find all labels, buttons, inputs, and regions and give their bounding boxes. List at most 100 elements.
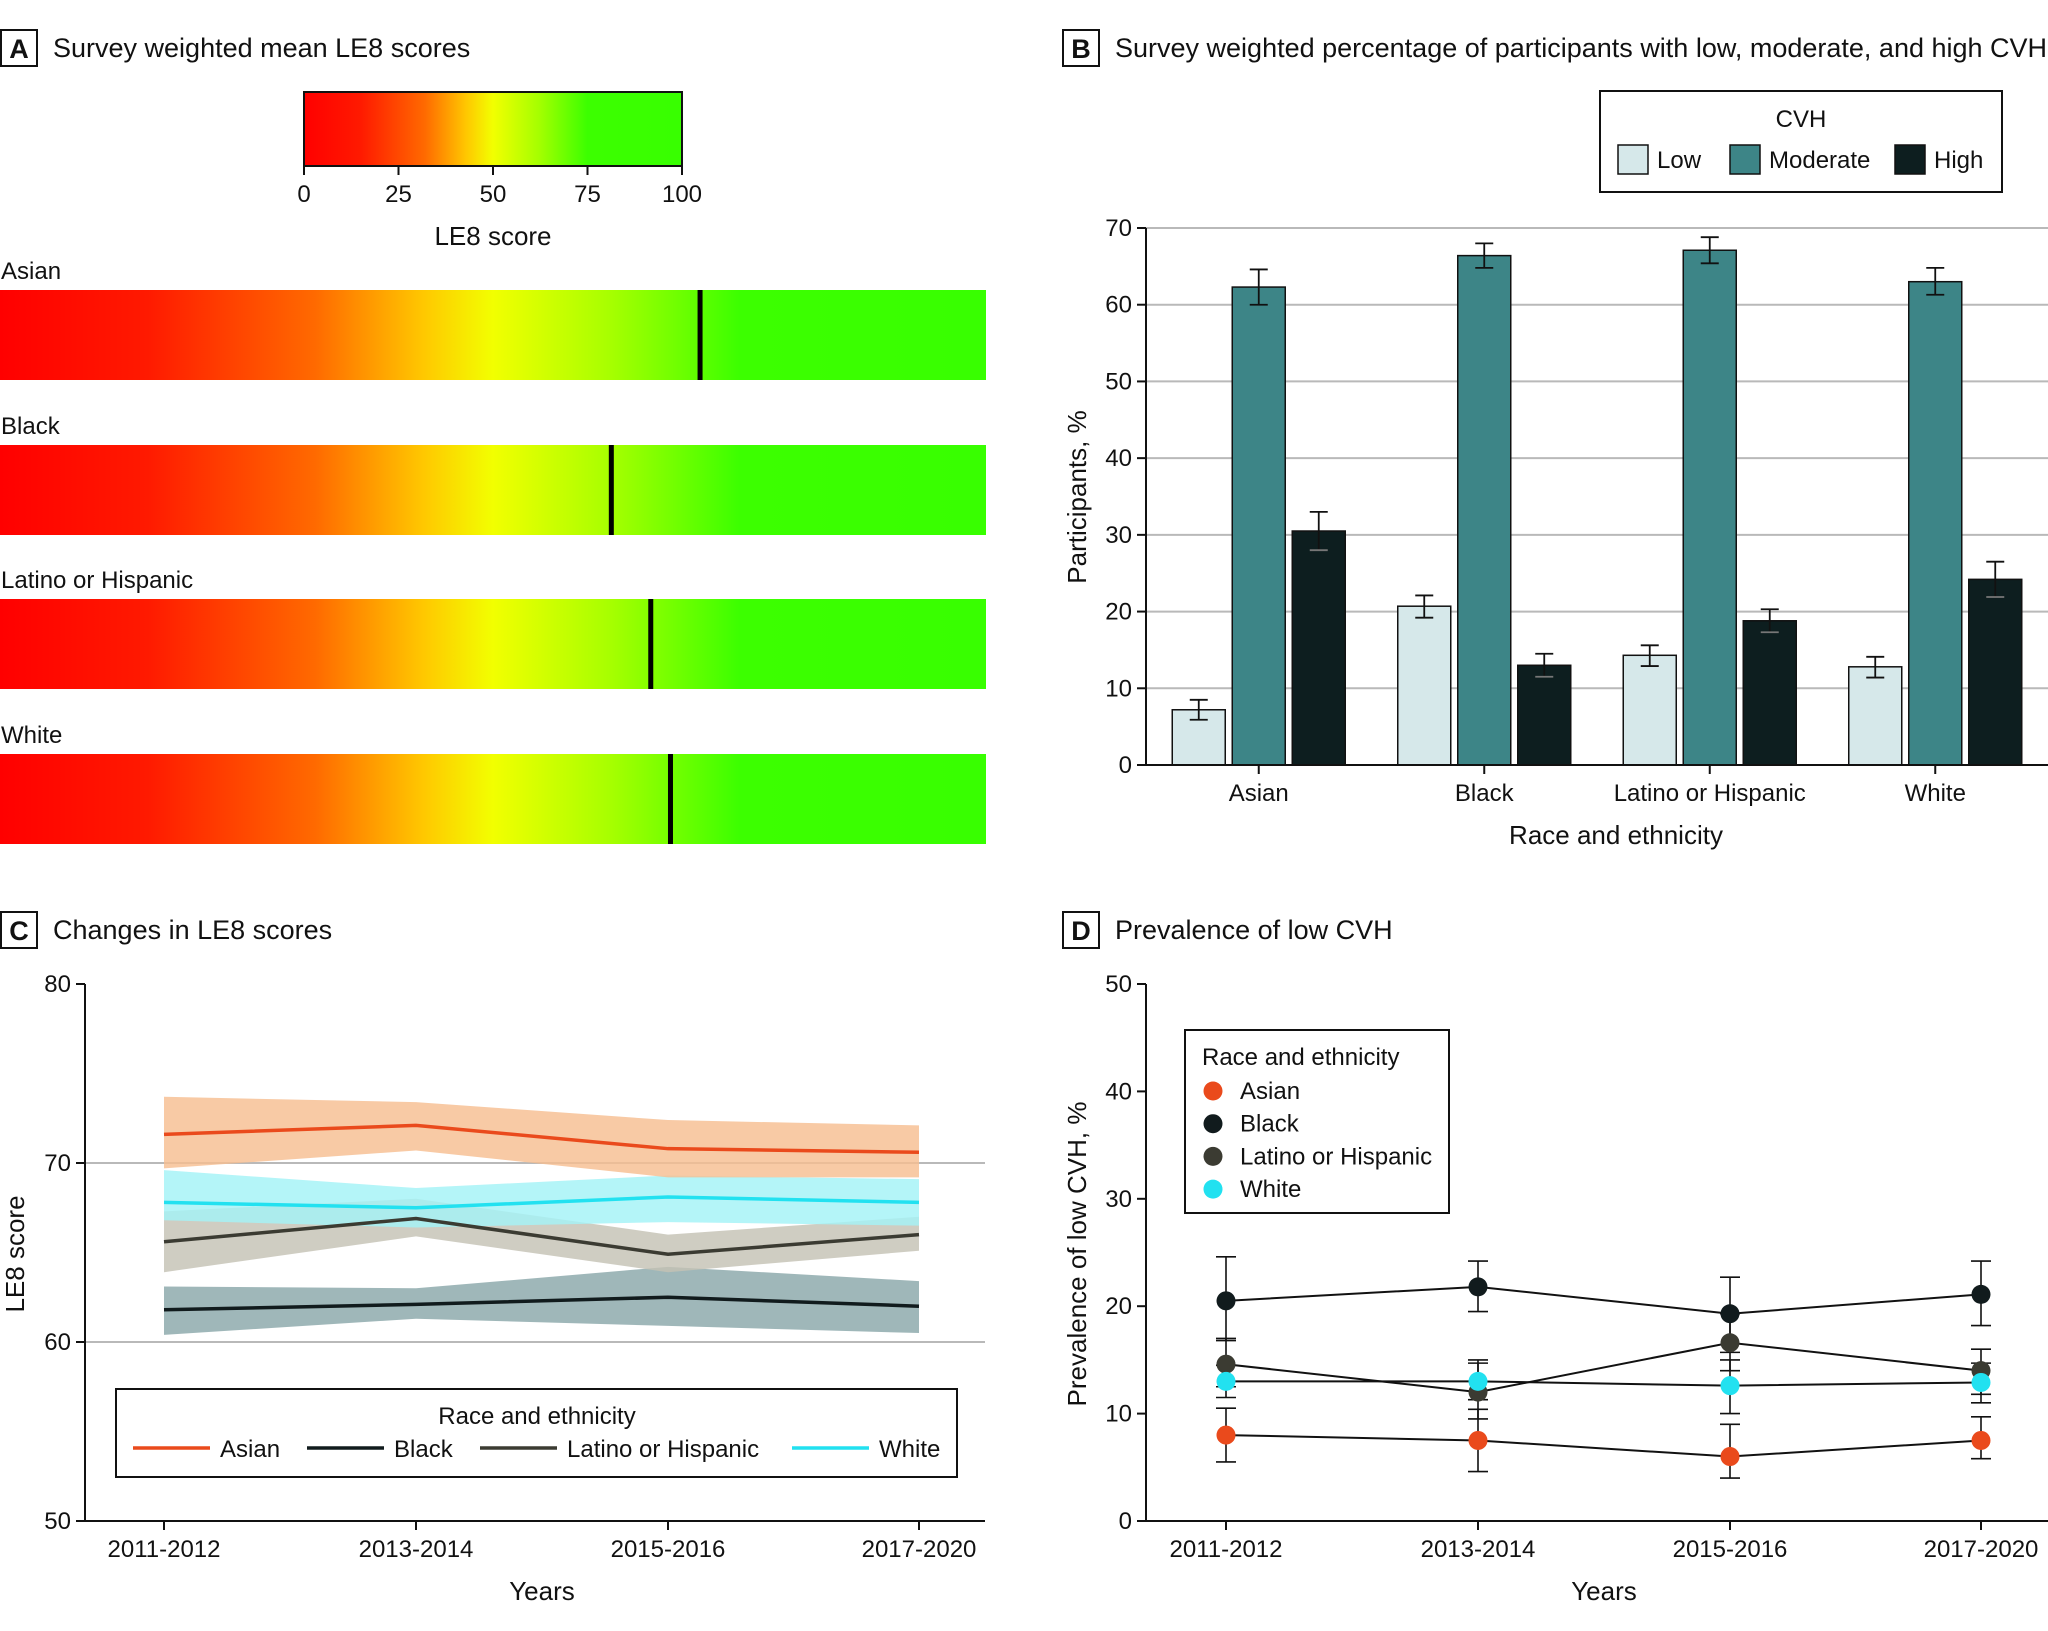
le8-gradient-strip <box>0 445 986 535</box>
scatter-chart-series <box>1216 1255 1991 1479</box>
bar-low-black <box>1397 594 1452 766</box>
scatter-points-asian <box>1216 1425 1991 1467</box>
bar-legend-item-low: Low <box>1617 144 1702 175</box>
le8-row-label: Asian <box>1 258 61 285</box>
scatter-point <box>1971 1284 1991 1304</box>
scatter-xtick-label: 2013-2014 <box>1421 1536 1536 1563</box>
colorbar <box>303 91 683 167</box>
scatter-legend-label: White <box>1240 1176 1301 1203</box>
line-legend-item-black: Black <box>307 1436 454 1463</box>
bar-xtick-label: Asian <box>1229 780 1289 807</box>
scatter-chart-legend: Race and ethnicity Asian Black Latino or H… <box>1184 1029 1450 1214</box>
scatter-ytick-label: 0 <box>1119 1508 1132 1535</box>
panel-d-title: Prevalence of low CVH <box>1115 915 1393 945</box>
bar <box>1682 249 1737 766</box>
bar-ytick-label: 0 <box>1119 752 1132 779</box>
line-legend-item-white: White <box>792 1436 940 1463</box>
scatter-point <box>1720 1304 1740 1324</box>
scatter-legend-item-asian: Asian <box>1203 1078 1300 1105</box>
bar <box>1908 280 1963 766</box>
line-legend-box <box>115 1388 958 1478</box>
line-legend-label: Asian <box>220 1436 280 1463</box>
scatter-points-black <box>1216 1277 1991 1324</box>
scatter-point <box>1468 1277 1488 1297</box>
scatter-point <box>1971 1430 1991 1450</box>
bar-low-white <box>1848 655 1903 766</box>
le8-mean-marker <box>608 445 614 535</box>
bar-low-asian <box>1171 698 1226 766</box>
bar-legend-box <box>1599 90 2003 193</box>
scatter-chart-ylabel: Prevalence of low CVH, % <box>1062 1102 1092 1407</box>
scatter-point <box>1971 1372 1991 1392</box>
le8-row-latino-or-hispanic: Latino or Hispanic <box>0 567 986 689</box>
line-legend-label: Black <box>394 1436 454 1463</box>
scatter-xtick-label: 2015-2016 <box>1673 1536 1788 1563</box>
le8-mean-marker <box>667 754 673 844</box>
line-xtick-label: 2015-2016 <box>611 1536 726 1563</box>
scatter-ytick-label: 20 <box>1105 1293 1132 1320</box>
scatter-legend-marker <box>1203 1081 1223 1101</box>
bar-legend-swatch <box>1729 144 1761 175</box>
line-legend-item-latino-or-hispanic: Latino or Hispanic <box>480 1436 759 1463</box>
scatter-legend-item-latino-or-hispanic: Latino or Hispanic <box>1203 1143 1432 1170</box>
scatter-legend-label: Asian <box>1240 1078 1300 1105</box>
panel-b: B Survey weighted percentage of particip… <box>1062 29 2048 850</box>
bar-moderate-white <box>1908 266 1963 766</box>
le8-mean-marker <box>648 599 654 689</box>
bar-ytick-label: 60 <box>1105 292 1132 319</box>
le8-row-label: White <box>1 722 62 749</box>
panel-c: C Changes in LE8 scores 50 60 70 80 2011-201… <box>0 911 985 1606</box>
panel-d-letter: D <box>1071 916 1091 946</box>
panel-a-title: Survey weighted mean LE8 scores <box>53 33 470 63</box>
scatter-connector-line <box>1225 1434 1982 1458</box>
colorbar-tick-label: 50 <box>480 181 507 208</box>
bar-ytick-label: 40 <box>1105 445 1132 472</box>
bar-ytick-label: 70 <box>1105 215 1132 242</box>
line-ytick-label: 60 <box>44 1329 71 1356</box>
bar-high-latino-or-hispanic <box>1742 608 1797 766</box>
line-chart-xlabel: Years <box>509 1576 575 1606</box>
bar-high-asian <box>1291 510 1346 766</box>
scatter-legend-marker <box>1203 1114 1223 1134</box>
scatter-chart-xlabel: Years <box>1571 1576 1637 1606</box>
panel-b-letter: B <box>1071 34 1091 64</box>
colorbar-tick-label: 0 <box>297 181 310 208</box>
bar-chart-ylabel: Participants, % <box>1062 410 1092 583</box>
panel-a-letter-box <box>0 29 38 67</box>
bar-ytick-label: 10 <box>1105 675 1132 702</box>
line-asian <box>163 1123 920 1155</box>
scatter-series-latino-or-hispanic <box>1216 1312 1991 1420</box>
bar-legend-label: Low <box>1657 147 1702 174</box>
scatter-connector-line <box>1225 1285 1982 1315</box>
bar-legend-label: Moderate <box>1769 147 1870 174</box>
scatter-chart-axes: 0 10 20 30 40 50 2011-2012 2013-2014 2015-2016 20… <box>1105 971 2048 1563</box>
colorbar-tick-label: 100 <box>662 181 702 208</box>
bar <box>1968 578 2023 766</box>
le8-row-asian: Asian <box>0 258 986 380</box>
line-ytick-label: 70 <box>44 1150 71 1177</box>
le8-gradient-strip <box>0 599 986 689</box>
bar-legend-swatch <box>1617 144 1649 175</box>
scatter-point <box>1468 1371 1488 1391</box>
bar-ytick-label: 20 <box>1105 599 1132 626</box>
line-chart-lines <box>163 1123 920 1312</box>
bar <box>1622 654 1677 766</box>
scatter-point <box>1468 1430 1488 1450</box>
scatter-legend-marker <box>1203 1146 1223 1166</box>
bar-legend-items: Low Moderate High <box>1617 144 1983 175</box>
bar <box>1517 664 1572 766</box>
bar-chart-bars <box>1171 236 2023 766</box>
line-white <box>163 1195 920 1210</box>
line-ytick-label: 50 <box>44 1508 71 1535</box>
scatter-points-white <box>1216 1371 1991 1396</box>
scatter-legend-label: Black <box>1240 1111 1300 1138</box>
scatter-point <box>1216 1371 1236 1391</box>
line-xtick-label: 2011-2012 <box>108 1536 221 1563</box>
scatter-ytick-label: 50 <box>1105 971 1132 998</box>
scatter-legend-item-black: Black <box>1203 1111 1300 1138</box>
bar-moderate-black <box>1457 242 1512 766</box>
line-chart-ylabel: LE8 score <box>0 1195 30 1312</box>
panel-c-letter-box <box>0 911 38 949</box>
scatter-point <box>1720 1333 1740 1353</box>
